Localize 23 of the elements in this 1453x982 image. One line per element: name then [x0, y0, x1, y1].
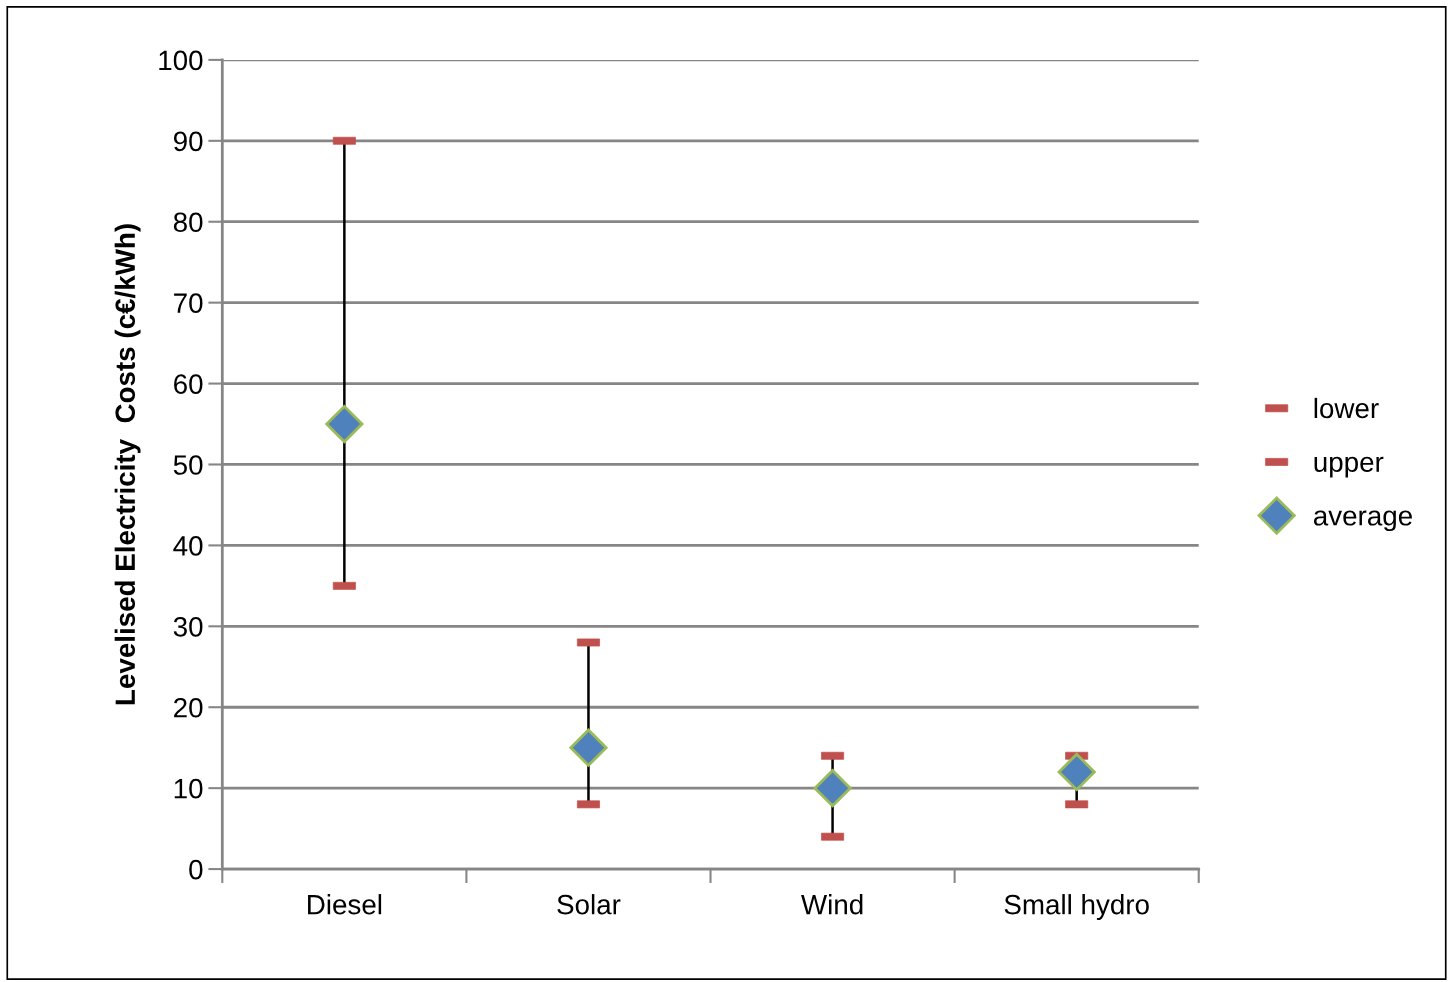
y-tick-label: 90 — [173, 131, 203, 152]
x-tick-label: Solar — [557, 894, 621, 915]
y-tick-label: 30 — [173, 616, 203, 637]
y-tick-label: 100 — [159, 50, 203, 71]
y-tick-label: 10 — [174, 778, 203, 799]
point — [1057, 752, 1096, 792]
legend-label: upper — [1314, 456, 1384, 478]
point — [569, 728, 608, 767]
y-tick-label: 70 — [174, 293, 203, 313]
x-tick-label: Diesel — [308, 894, 382, 915]
y-tick-label: 0 — [189, 859, 203, 880]
legend-label: average — [1313, 510, 1412, 532]
y-tick-label: 40 — [173, 536, 203, 556]
legend-label: lower — [1314, 397, 1379, 419]
y-tick-label: 80 — [173, 212, 203, 233]
point — [813, 769, 852, 808]
y-tick-label: 60 — [174, 374, 203, 394]
x-tick-label: Small hydro — [1004, 894, 1149, 920]
y-tick-label: 20 — [174, 697, 203, 718]
x-tick-label: Wind — [801, 894, 863, 915]
y-tick-label: 50 — [173, 455, 203, 475]
point — [325, 404, 364, 444]
y-axis-title: Levelised Electricity Costs (c€/kWh) — [114, 224, 141, 705]
